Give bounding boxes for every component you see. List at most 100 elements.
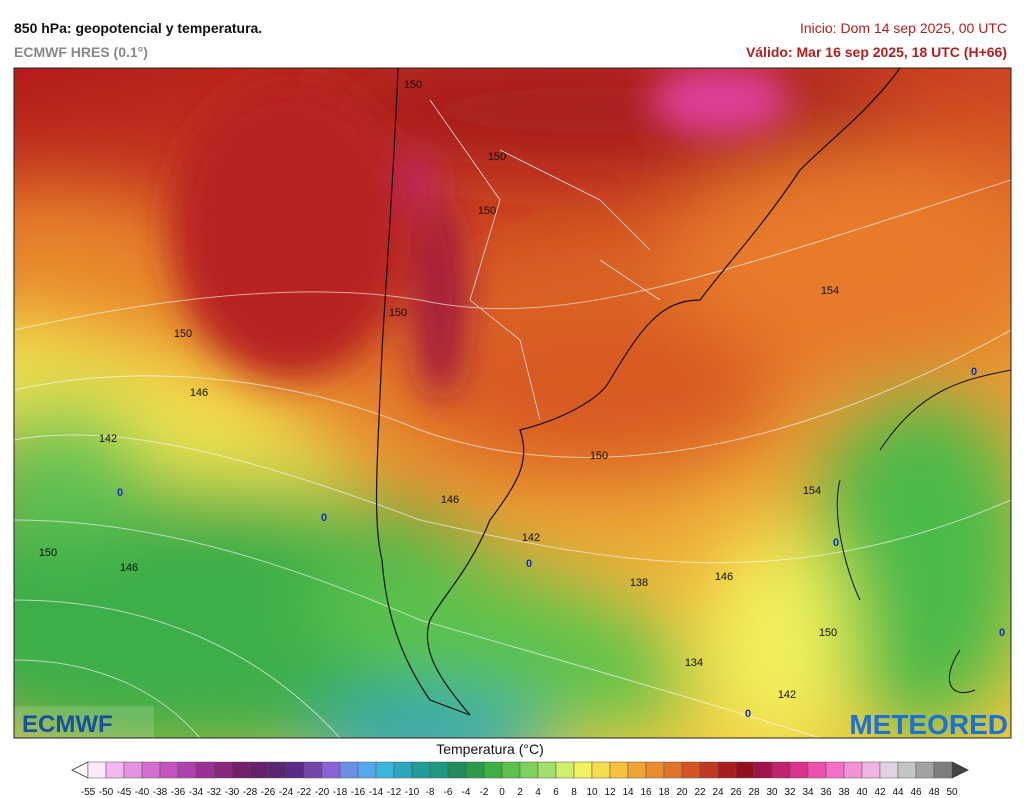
model: ECMWF HRES (0.1°) xyxy=(14,44,148,60)
colorbar-label: 4 xyxy=(535,787,541,798)
colorbar-label: -18 xyxy=(333,787,348,798)
colorbar-swatch xyxy=(555,761,575,779)
colorbar-swatch xyxy=(213,761,233,779)
colorbar-swatch xyxy=(897,761,917,779)
colorbar-label: 8 xyxy=(571,787,577,798)
freezing-label: 0 xyxy=(117,487,123,499)
freezing-label: 0 xyxy=(999,627,1005,639)
colorbar-swatch xyxy=(681,761,701,779)
colorbar-swatch xyxy=(465,761,485,779)
colorbar-label: 42 xyxy=(874,787,886,798)
colorbar-swatch xyxy=(249,761,269,779)
colorbar-label: -40 xyxy=(135,787,150,798)
colorbar-label: 10 xyxy=(586,787,598,798)
colorbar-swatch xyxy=(339,761,359,779)
colorbar-label: 0 xyxy=(499,787,505,798)
contour-label: 142 xyxy=(778,689,796,701)
colorbar-swatch xyxy=(231,761,251,779)
colorbar-swatch xyxy=(267,761,287,779)
colorbar-label: -8 xyxy=(426,787,435,798)
colorbar-label: -26 xyxy=(261,787,276,798)
colorbar-label: 14 xyxy=(622,787,634,798)
contour-label: 150 xyxy=(404,79,422,91)
freezing-label: 0 xyxy=(833,537,839,549)
colorbar-swatch xyxy=(321,761,341,779)
contour-label: 150 xyxy=(39,547,57,559)
colorbar-label: -4 xyxy=(462,787,471,798)
colorbar-label: -38 xyxy=(153,787,168,798)
contour-label: 150 xyxy=(389,307,407,319)
contour-labels: 150 150 150 154 150 150 146 142 0 150 146 154 0 142 0 1… xyxy=(39,79,1005,720)
colorbar-label: 44 xyxy=(892,787,904,798)
colorbar-label: -30 xyxy=(225,787,240,798)
colorbar-swatch xyxy=(825,761,845,779)
colorbar-swatch xyxy=(123,761,143,779)
colorbar-swatch xyxy=(429,761,449,779)
colorbar-label: -24 xyxy=(279,787,294,798)
colorbar-label: 2 xyxy=(517,787,523,798)
colorbar-swatch xyxy=(843,761,863,779)
contour-label: 150 xyxy=(590,450,608,462)
contour-label: 154 xyxy=(821,285,839,297)
colorbar-swatch xyxy=(609,761,629,779)
contour-label: 150 xyxy=(478,205,496,217)
colorbar-label: 34 xyxy=(802,787,814,798)
colorbar-label: -10 xyxy=(405,787,420,798)
freezing-label: 0 xyxy=(971,366,977,378)
colorbar-label: 28 xyxy=(748,787,760,798)
colorbar-swatch xyxy=(159,761,179,779)
colorbar-swatch xyxy=(735,761,755,779)
colorbar-swatch xyxy=(933,761,953,779)
colorbar-swatch xyxy=(87,761,107,779)
colorbar-label: -32 xyxy=(207,787,222,798)
colorbar-swatch xyxy=(627,761,647,779)
colorbar-label: -14 xyxy=(369,787,384,798)
colorbar-label: 30 xyxy=(766,787,778,798)
logo-ecmwf: ECMWF xyxy=(22,711,113,738)
contour-label: 150 xyxy=(488,151,506,163)
colorbar-label: 24 xyxy=(712,787,724,798)
colorbar-label: -34 xyxy=(189,787,204,798)
colorbar-swatch xyxy=(501,761,521,779)
colorbar-label: 12 xyxy=(604,787,616,798)
colorbar-swatch xyxy=(411,761,431,779)
colorbar-swatch xyxy=(771,761,791,779)
contour-label: 150 xyxy=(174,328,192,340)
colorbar-label: 48 xyxy=(928,787,940,798)
contour-label: 146 xyxy=(190,387,208,399)
title: 850 hPa: geopotencial y temperatura. xyxy=(14,20,263,36)
colorbar-swatch xyxy=(195,761,215,779)
freezing-label: 0 xyxy=(321,512,327,524)
map-field xyxy=(14,68,1011,738)
colorbar-swatch xyxy=(699,761,719,779)
colorbar-label: -22 xyxy=(297,787,312,798)
colorbar-swatch xyxy=(645,761,665,779)
colorbar: -55 -50 -45 -40 -38 -36 -34 -32 -30 -28 -26 -24 -22-… xyxy=(81,761,958,798)
colorbar-label: 50 xyxy=(946,787,958,798)
colorbar-swatch xyxy=(789,761,809,779)
colorbar-label: -20 xyxy=(315,787,330,798)
colorbar-label: -16 xyxy=(351,787,366,798)
colorbar-swatch xyxy=(303,761,323,779)
colorbar-swatch xyxy=(861,761,881,779)
colorbar-swatch xyxy=(483,761,503,779)
colorbar-label: 18 xyxy=(658,787,670,798)
colorbar-swatch xyxy=(105,761,125,779)
colorbar-label: 32 xyxy=(784,787,796,798)
logo-meteored: METEORED xyxy=(849,709,1008,740)
colorbar-swatch xyxy=(915,761,935,779)
colorbar-label: -45 xyxy=(117,787,132,798)
colorbar-label: 26 xyxy=(730,787,742,798)
colorbar-swatch xyxy=(537,761,557,779)
contour-label: 134 xyxy=(685,657,703,669)
contour-label: 146 xyxy=(441,494,459,506)
colorbar-label: 6 xyxy=(553,787,559,798)
valid-time: Válido: Mar 16 sep 2025, 18 UTC (H+66) xyxy=(745,44,1007,60)
contour-label: 146 xyxy=(120,562,138,574)
colorbar-swatch xyxy=(375,761,395,779)
colorbar-label: 22 xyxy=(694,787,706,798)
colorbar-label: -6 xyxy=(444,787,453,798)
freezing-label: 0 xyxy=(526,558,532,570)
